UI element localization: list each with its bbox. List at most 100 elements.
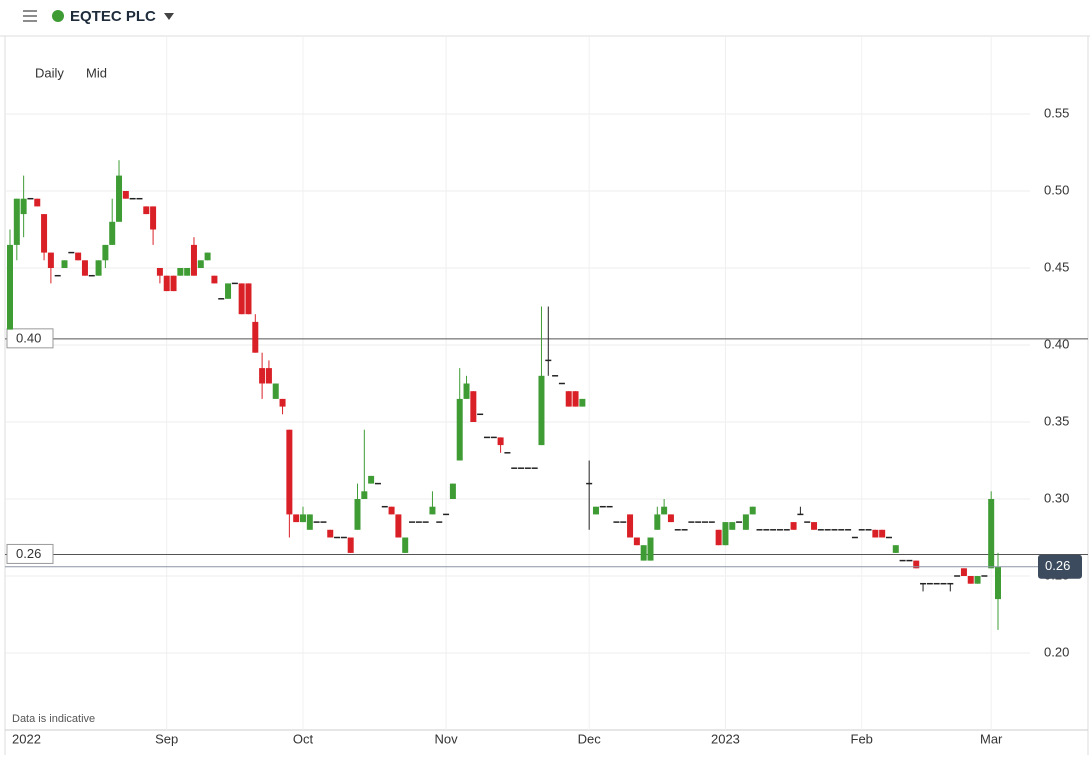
candle-body	[640, 545, 647, 561]
candle-body	[204, 252, 211, 261]
x-tick-label: Sep	[155, 731, 178, 746]
note: Data is indicative	[12, 713, 95, 725]
candle-body	[252, 321, 259, 353]
candle-body	[742, 514, 749, 530]
candle-body	[143, 206, 150, 215]
y-tick-label: 0.35	[1044, 413, 1069, 428]
candle-body	[116, 175, 123, 222]
y-tick-label: 0.40	[1044, 336, 1069, 351]
candle-body	[879, 529, 886, 538]
interval-label[interactable]: Daily	[35, 65, 64, 80]
instrument-title[interactable]: EQTEC PLC	[70, 8, 156, 25]
candle-body	[95, 260, 102, 276]
candle-body	[402, 537, 409, 553]
price-line-label: 0.26	[16, 546, 41, 561]
last-price-label: 0.26	[1045, 558, 1070, 573]
candle-body	[122, 191, 129, 199]
candle-body	[259, 368, 266, 384]
y-tick-label: 0.55	[1044, 105, 1069, 120]
dropdown-caret[interactable]	[164, 13, 174, 20]
y-tick-label: 0.20	[1044, 644, 1069, 659]
price-line-tag	[6, 543, 54, 564]
candle-body	[892, 545, 899, 553]
candle-body	[61, 260, 68, 268]
candle-body	[197, 260, 204, 268]
candle-body	[299, 514, 306, 523]
y-tick-label: 0.45	[1044, 259, 1069, 274]
candle-body	[327, 529, 334, 538]
candle-body	[463, 383, 470, 399]
status-dot	[52, 10, 64, 22]
candle-body	[13, 198, 20, 245]
candle-body	[156, 268, 163, 276]
candle-body	[667, 514, 674, 523]
candle-body	[163, 275, 170, 292]
candle-body	[715, 529, 722, 546]
candle-body	[170, 275, 177, 292]
last-price-tag	[1038, 554, 1082, 579]
candle-body	[913, 560, 920, 569]
candle-body	[245, 283, 252, 315]
candle-body	[749, 506, 756, 515]
candle-body	[633, 537, 640, 546]
candle-body	[470, 391, 477, 422]
candle-body	[456, 398, 463, 461]
y-tick-label: 0.30	[1044, 490, 1069, 505]
candle-body	[429, 506, 436, 515]
y-tick-label: 0.50	[1044, 182, 1069, 197]
candle-body	[41, 214, 48, 253]
candle-body	[967, 576, 974, 584]
price-type-label[interactable]: Mid	[86, 65, 107, 80]
candle-body	[177, 268, 184, 276]
candle-body	[265, 368, 272, 384]
price-line-label: 0.40	[16, 330, 41, 345]
candle-body	[20, 198, 27, 215]
candle-body	[388, 506, 395, 515]
menu-icon[interactable]	[23, 10, 37, 22]
x-tick-label: Feb	[851, 731, 873, 746]
x-tick-label: Dec	[578, 731, 602, 746]
candle-body	[395, 514, 402, 538]
candle-body	[286, 429, 293, 515]
candle-body	[361, 491, 368, 499]
x-tick-label: Mar	[980, 731, 1003, 746]
x-tick-label: 2022	[12, 731, 41, 746]
candle-body	[184, 268, 191, 276]
candle-body	[368, 475, 375, 484]
candle-body	[75, 252, 82, 261]
candle-body	[497, 437, 504, 446]
candle-body	[811, 522, 818, 530]
candle-body	[238, 283, 245, 315]
candle-body	[572, 391, 579, 407]
candle-body	[995, 566, 1001, 600]
candle-body	[974, 576, 981, 584]
candle-body	[654, 514, 661, 530]
candle-body	[211, 275, 218, 284]
candle-body	[722, 522, 729, 546]
candle-body	[354, 499, 361, 530]
candle-body	[627, 514, 634, 538]
price-line-tag	[6, 328, 54, 349]
candle-body	[293, 514, 300, 523]
candle-body	[661, 506, 668, 515]
x-tick-label: Nov	[435, 731, 459, 746]
candle-body	[647, 537, 654, 561]
candle-body	[7, 244, 13, 330]
candle-body	[592, 506, 599, 515]
candle-body	[150, 206, 157, 230]
candle-body	[34, 198, 41, 207]
candle-body	[47, 252, 54, 268]
candle-body	[565, 391, 572, 407]
candle-body	[960, 568, 967, 576]
candle-body	[579, 398, 586, 407]
candle-body	[347, 537, 354, 553]
candle-body	[988, 499, 995, 569]
candle-body	[272, 383, 279, 399]
candle-body	[538, 375, 545, 446]
candle-body	[279, 398, 286, 407]
x-tick-label: Oct	[293, 731, 314, 746]
candle-body	[190, 244, 197, 276]
candle-body	[729, 522, 736, 530]
